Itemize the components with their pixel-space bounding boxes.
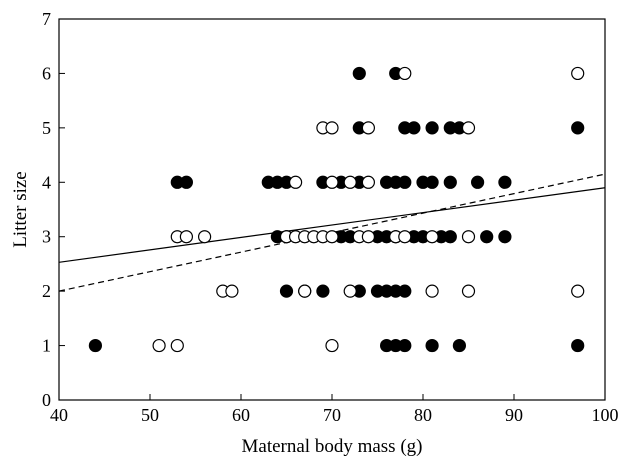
x-tick-label: 70 [323, 405, 341, 425]
y-tick-label: 1 [42, 336, 51, 356]
open-point [398, 66, 412, 81]
open-point [170, 338, 184, 353]
y-tick-label: 6 [42, 63, 51, 83]
open-point [461, 230, 476, 244]
open-point [361, 121, 375, 135]
y-tick-label: 3 [42, 227, 51, 247]
open-point [571, 66, 585, 81]
open-point [289, 175, 303, 189]
open-point [343, 284, 357, 298]
x-axis-title: Maternal body mass (g) [242, 436, 423, 457]
x-tick-label: 100 [592, 405, 619, 425]
x-tick-label: 40 [50, 405, 68, 425]
open-point [571, 284, 585, 298]
y-axis: 0 1 2 3 4 5 6 7 [42, 9, 65, 410]
filled-point [443, 230, 457, 244]
filled-point [398, 338, 412, 353]
open-point [198, 230, 212, 244]
filled-point [407, 121, 421, 135]
solid-fit-line [58, 187, 606, 263]
filled-point [425, 175, 439, 189]
filled-point [480, 230, 494, 244]
filled-point [498, 175, 512, 189]
filled-point [398, 175, 412, 189]
filled-point [425, 338, 439, 353]
y-tick-label: 5 [42, 118, 51, 138]
open-point [298, 284, 312, 298]
filled-point [352, 66, 366, 81]
x-tick-label: 90 [505, 405, 523, 425]
open-point [461, 284, 476, 298]
open-point [461, 121, 476, 135]
y-tick-label: 4 [42, 172, 51, 192]
filled-point [452, 338, 466, 353]
filled-point [471, 175, 485, 189]
open-point [325, 175, 339, 189]
filled-point [316, 284, 330, 298]
filled-point [498, 230, 512, 244]
x-tick-label: 80 [414, 405, 432, 425]
open-point [225, 284, 239, 298]
open-point [179, 230, 193, 244]
filled-point [88, 338, 103, 353]
filled-point [279, 284, 294, 298]
open-point [325, 230, 339, 244]
regression-lines [58, 173, 606, 292]
data-points [88, 66, 585, 353]
open-point [361, 230, 375, 244]
open-point [325, 121, 339, 135]
open-point [398, 230, 412, 244]
filled-point [571, 338, 585, 353]
filled-point [571, 121, 585, 135]
open-point [361, 175, 375, 189]
open-point [425, 284, 439, 298]
filled-point [179, 175, 193, 189]
open-point [325, 338, 339, 353]
open-point [425, 230, 439, 244]
filled-point [425, 121, 439, 135]
y-tick-label: 2 [42, 281, 51, 301]
x-axis: 40 50 60 70 80 90 100 [50, 394, 619, 425]
y-axis-title: Litter size [10, 171, 31, 248]
x-tick-label: 50 [141, 405, 159, 425]
filled-point [443, 175, 457, 189]
open-point [343, 175, 357, 189]
y-tick-label: 7 [42, 9, 51, 29]
y-tick-label: 0 [42, 390, 51, 410]
x-tick-label: 60 [232, 405, 250, 425]
open-point [152, 338, 166, 353]
filled-point [398, 284, 412, 298]
dashed-fit-line [58, 173, 606, 292]
